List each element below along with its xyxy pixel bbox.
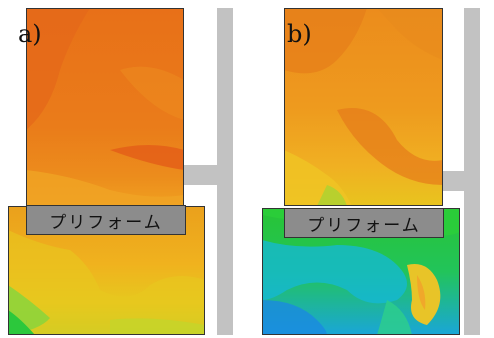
frame-post-upper [217,8,233,165]
frame-arm [443,171,480,191]
frame-arm [184,165,233,185]
preform-block-b: プリフォーム [284,208,444,238]
frame-post-lower [217,185,233,335]
panel-a-graphic [8,8,233,335]
panel-label-a: a) [18,20,42,48]
frame-post-lower [464,191,480,335]
panel-b: b) プリフォーム [247,0,494,338]
panel-a: a) プリフォーム [8,8,233,335]
upper-cavity-b [284,8,443,206]
panel-b-graphic [262,8,480,335]
panel-label-b: b) [287,20,312,48]
upper-cavity-a [26,8,184,206]
frame-post-upper [464,8,480,171]
preform-block-a: プリフォーム [26,205,186,235]
